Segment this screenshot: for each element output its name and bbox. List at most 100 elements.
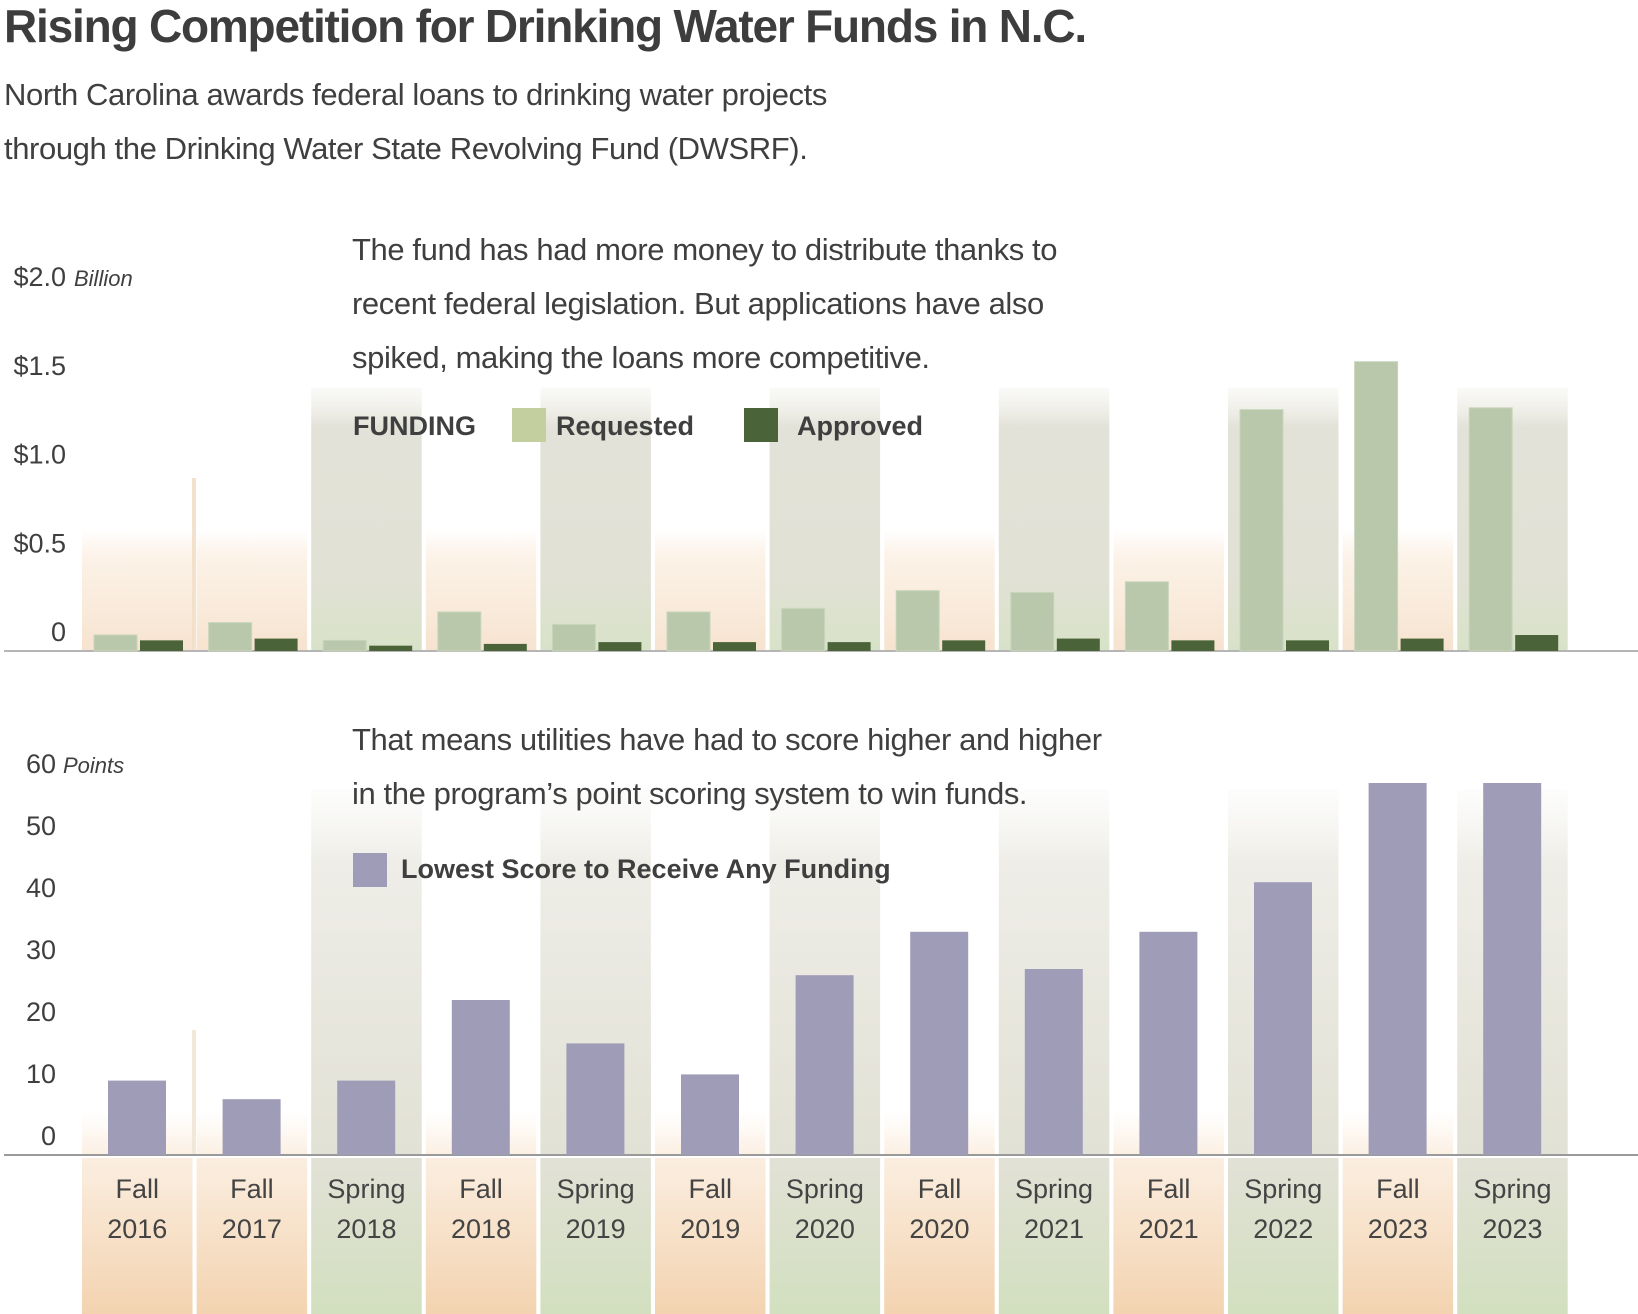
x-axis-season-label: Fall xyxy=(1147,1174,1191,1204)
bar-lowest-score xyxy=(795,975,854,1155)
bar-lowest-score xyxy=(1254,882,1312,1155)
x-axis-label-box xyxy=(311,1158,422,1314)
x-axis-season-label: Fall xyxy=(115,1174,159,1204)
x-axis-year-label: 2023 xyxy=(1368,1214,1428,1244)
x-axis-season-label: Fall xyxy=(688,1174,732,1204)
score-annotation-line-1: That means utilities have had to score h… xyxy=(352,722,1102,757)
bar-approved xyxy=(1171,640,1215,651)
chart-subtitle: North Carolina awards federal loans to d… xyxy=(4,68,1004,176)
bar-approved xyxy=(942,640,986,651)
bar-lowest-score xyxy=(108,1080,166,1155)
score-ytick-label: 0 xyxy=(41,1121,56,1151)
bar-requested xyxy=(208,622,253,652)
bar-requested xyxy=(93,634,138,652)
funding-bars xyxy=(93,361,1559,652)
x-axis-labels: Fall 2016 Fall 2017 Spring 2018 Fall 2018 Spring… xyxy=(82,1158,1568,1314)
funding-band-fall xyxy=(82,530,193,651)
x-axis-label-box xyxy=(1113,1158,1224,1314)
x-axis-year-label: 2017 xyxy=(222,1214,282,1244)
x-axis-season-label: Spring xyxy=(327,1174,405,1204)
bar-approved xyxy=(827,642,871,651)
bar-lowest-score xyxy=(681,1074,739,1155)
bar-approved xyxy=(1515,635,1559,651)
x-axis-year-label: 2020 xyxy=(795,1214,855,1244)
x-axis-label-box xyxy=(769,1158,881,1314)
x-axis-label-box xyxy=(1228,1158,1339,1314)
score-ytick-label: 30 xyxy=(26,935,56,965)
bar-lowest-score xyxy=(1483,783,1542,1155)
score-gridlines: 0 10 20 30 40 50 60 Points xyxy=(4,749,1638,1156)
x-axis-year-label: 2019 xyxy=(680,1214,740,1244)
funding-annotation: The fund has had more money to distribut… xyxy=(352,223,1232,385)
x-axis-season-label: Spring xyxy=(1015,1174,1093,1204)
funding-ytick-label: $1.5 xyxy=(13,351,66,381)
x-axis-year-label: 2016 xyxy=(107,1214,167,1244)
x-axis-season-label: Spring xyxy=(557,1174,635,1204)
bar-requested xyxy=(1354,361,1399,652)
bar-requested xyxy=(551,623,596,652)
x-axis-season-label: Fall xyxy=(1376,1174,1420,1204)
funding-annotation-line-1: The fund has had more money to distribut… xyxy=(352,232,1058,267)
chart-title: Rising Competition for Drinking Water Fu… xyxy=(4,0,1087,52)
bar-lowest-score xyxy=(1368,783,1427,1155)
score-ytick-label: 20 xyxy=(26,997,56,1027)
bar-lowest-score xyxy=(566,1043,625,1155)
x-axis-year-label: 2021 xyxy=(1139,1214,1199,1244)
legend-label-score: Lowest Score to Receive Any Funding xyxy=(401,854,891,884)
bar-approved xyxy=(369,645,413,651)
x-axis-year-label: 2018 xyxy=(336,1214,396,1244)
bar-requested xyxy=(781,607,826,652)
bar-lowest-score xyxy=(337,1080,396,1155)
score-y-unit-label: Points xyxy=(63,753,124,778)
score-ytick-label: 40 xyxy=(26,873,56,903)
legend-swatch-requested xyxy=(512,408,546,442)
bar-requested xyxy=(666,611,711,652)
bar-requested xyxy=(1124,581,1169,652)
score-legend: Lowest Score to Receive Any Funding xyxy=(353,853,891,887)
x-axis-label-box xyxy=(1457,1158,1568,1314)
bar-approved xyxy=(1056,638,1100,651)
x-axis-season-label: Spring xyxy=(1473,1174,1551,1204)
score-annotation-line-2: in the program’s point scoring system to… xyxy=(352,776,1028,811)
x-axis-label-box xyxy=(884,1158,995,1314)
bar-approved xyxy=(254,638,298,651)
bar-approved xyxy=(598,642,642,651)
x-axis-label-box xyxy=(425,1158,537,1314)
x-axis-label-box xyxy=(540,1158,651,1314)
x-axis-year-label: 2022 xyxy=(1253,1214,1313,1244)
x-axis-label-box xyxy=(998,1158,1110,1314)
score-ytick-label: 50 xyxy=(26,811,56,841)
legend-swatch-score xyxy=(353,853,387,887)
score-annotation: That means utilities have had to score h… xyxy=(352,713,1232,821)
score-ytick-label: 60 xyxy=(26,749,56,779)
score-bars xyxy=(108,783,1542,1155)
funding-legend: FUNDING Requested Approved xyxy=(353,408,923,442)
legend-swatch-approved xyxy=(744,408,778,442)
x-axis-year-label: 2018 xyxy=(451,1214,511,1244)
bar-approved xyxy=(483,643,527,651)
funding-legend-title: FUNDING xyxy=(353,411,476,441)
x-axis-season-label: Spring xyxy=(1244,1174,1322,1204)
x-axis-season-label: Fall xyxy=(230,1174,274,1204)
bar-approved xyxy=(1286,640,1329,651)
funding-divider xyxy=(192,478,196,651)
funding-annotation-line-3: spiked, making the loans more competitiv… xyxy=(352,340,930,375)
funding-y-unit-label: Billion xyxy=(74,266,133,291)
bar-approved xyxy=(140,640,183,651)
bar-requested xyxy=(895,590,940,652)
bar-requested xyxy=(322,639,367,652)
score-ytick-label: 10 xyxy=(26,1059,56,1089)
x-axis-season-label: Fall xyxy=(459,1174,503,1204)
funding-annotation-line-2: recent federal legislation. But applicat… xyxy=(352,286,1044,321)
x-axis-label-box xyxy=(82,1158,193,1314)
legend-label-requested: Requested xyxy=(556,411,694,441)
bar-lowest-score xyxy=(451,1000,510,1155)
x-axis-season-label: Spring xyxy=(786,1174,864,1204)
funding-ytick-label: $1.0 xyxy=(13,440,66,470)
x-axis-year-label: 2019 xyxy=(566,1214,626,1244)
x-axis-year-label: 2020 xyxy=(909,1214,969,1244)
bar-requested xyxy=(1010,591,1055,652)
x-axis-label-box xyxy=(196,1158,308,1314)
legend-label-approved: Approved xyxy=(797,411,923,441)
